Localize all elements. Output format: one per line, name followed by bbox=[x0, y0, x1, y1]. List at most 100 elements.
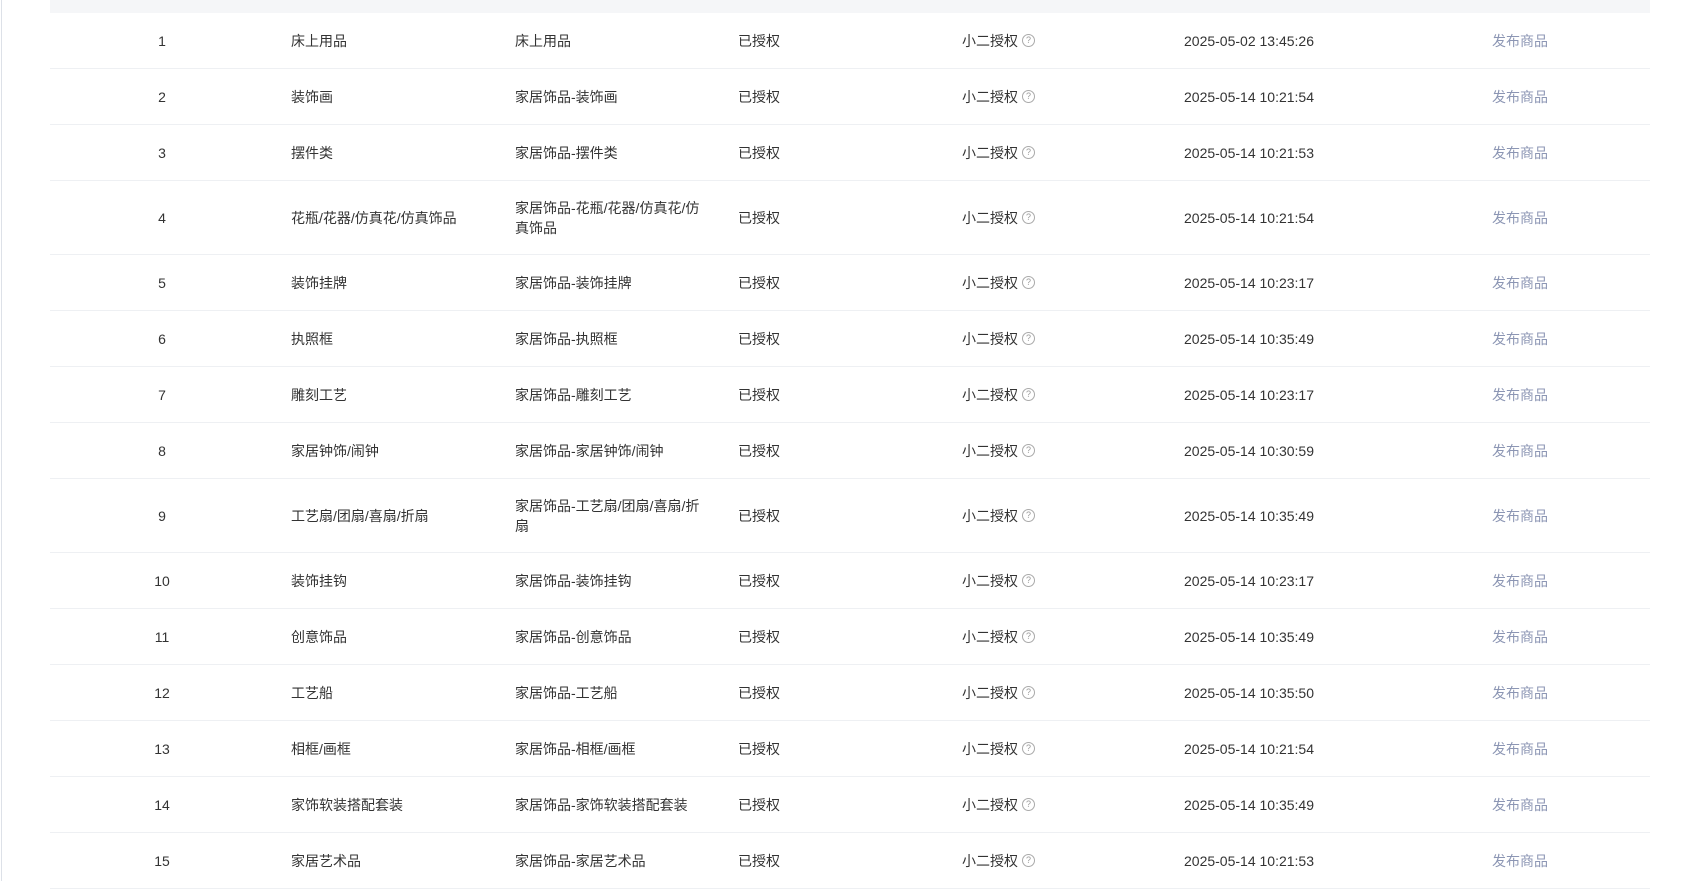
row-index: 4 bbox=[158, 209, 166, 226]
table-row: 6 执照框 家居饰品-执照框 已授权 小二授权? 2025-05-14 10:3… bbox=[50, 311, 1650, 367]
auth-status: 已授权 bbox=[738, 330, 780, 347]
row-index: 12 bbox=[154, 684, 170, 701]
table-row: 4 花瓶/花器/仿真花/仿真饰品 家居饰品-花瓶/花器/仿真花/仿真饰品 已授权… bbox=[50, 181, 1650, 255]
question-circle-icon[interactable]: ? bbox=[1022, 630, 1035, 643]
category-name: 家居钟饰/闹钟 bbox=[291, 442, 379, 459]
category-path: 家居饰品-装饰挂牌 bbox=[515, 274, 632, 291]
category-name: 床上用品 bbox=[291, 32, 347, 49]
left-border bbox=[1, 0, 2, 881]
category-name: 家居艺术品 bbox=[291, 852, 361, 869]
auth-time: 2025-05-14 10:35:49 bbox=[1184, 507, 1314, 524]
category-name: 装饰挂牌 bbox=[291, 274, 347, 291]
auth-status: 已授权 bbox=[738, 852, 780, 869]
publish-product-link[interactable]: 发布商品 bbox=[1492, 274, 1548, 291]
question-circle-icon[interactable]: ? bbox=[1022, 34, 1035, 47]
publish-product-link[interactable]: 发布商品 bbox=[1492, 209, 1548, 226]
publish-product-link[interactable]: 发布商品 bbox=[1492, 442, 1548, 459]
publish-product-link[interactable]: 发布商品 bbox=[1492, 852, 1548, 869]
question-circle-icon[interactable]: ? bbox=[1022, 90, 1035, 103]
publish-product-link[interactable]: 发布商品 bbox=[1492, 330, 1548, 347]
publish-product-link[interactable]: 发布商品 bbox=[1492, 32, 1548, 49]
auth-type-label: 小二授权 bbox=[962, 330, 1018, 347]
auth-status: 已授权 bbox=[738, 507, 780, 524]
category-path: 家居饰品-工艺扇/团扇/喜扇/折扇 bbox=[515, 497, 700, 534]
auth-status: 已授权 bbox=[738, 684, 780, 701]
category-name: 雕刻工艺 bbox=[291, 386, 347, 403]
auth-time: 2025-05-14 10:23:17 bbox=[1184, 386, 1314, 403]
auth-time: 2025-05-14 10:21:54 bbox=[1184, 88, 1314, 105]
question-circle-icon[interactable]: ? bbox=[1022, 276, 1035, 289]
question-circle-icon[interactable]: ? bbox=[1022, 211, 1035, 224]
category-name: 花瓶/花器/仿真花/仿真饰品 bbox=[291, 209, 457, 226]
publish-product-link[interactable]: 发布商品 bbox=[1492, 684, 1548, 701]
question-circle-icon[interactable]: ? bbox=[1022, 146, 1035, 159]
auth-type-label: 小二授权 bbox=[962, 209, 1018, 226]
table-row: 9 工艺扇/团扇/喜扇/折扇 家居饰品-工艺扇/团扇/喜扇/折扇 已授权 小二授… bbox=[50, 479, 1650, 553]
row-index: 2 bbox=[158, 88, 166, 105]
auth-type-label: 小二授权 bbox=[962, 386, 1018, 403]
auth-time: 2025-05-02 13:45:26 bbox=[1184, 32, 1314, 49]
question-circle-icon[interactable]: ? bbox=[1022, 798, 1035, 811]
publish-product-link[interactable]: 发布商品 bbox=[1492, 386, 1548, 403]
auth-type-label: 小二授权 bbox=[962, 796, 1018, 813]
question-circle-icon[interactable]: ? bbox=[1022, 742, 1035, 755]
question-circle-icon[interactable]: ? bbox=[1022, 444, 1035, 457]
publish-product-link[interactable]: 发布商品 bbox=[1492, 507, 1548, 524]
auth-time: 2025-05-14 10:35:49 bbox=[1184, 628, 1314, 645]
question-circle-icon[interactable]: ? bbox=[1022, 686, 1035, 699]
row-index: 13 bbox=[154, 740, 170, 757]
auth-type: 小二授权? bbox=[962, 506, 1035, 526]
table-row: 10 装饰挂钩 家居饰品-装饰挂钩 已授权 小二授权? 2025-05-14 1… bbox=[50, 553, 1650, 609]
auth-type: 小二授权? bbox=[962, 571, 1035, 591]
category-name: 工艺船 bbox=[291, 684, 333, 701]
question-circle-icon[interactable]: ? bbox=[1022, 332, 1035, 345]
auth-type: 小二授权? bbox=[962, 851, 1035, 871]
auth-type: 小二授权? bbox=[962, 795, 1035, 815]
authorization-table: 1 床上用品 床上用品 已授权 小二授权? 2025-05-02 13:45:2… bbox=[50, 0, 1650, 889]
auth-time: 2025-05-14 10:21:54 bbox=[1184, 740, 1314, 757]
auth-type: 小二授权? bbox=[962, 329, 1035, 349]
auth-time: 2025-05-14 10:35:49 bbox=[1184, 330, 1314, 347]
auth-status: 已授权 bbox=[738, 628, 780, 645]
category-path: 家居饰品-工艺船 bbox=[515, 684, 618, 701]
publish-product-link[interactable]: 发布商品 bbox=[1492, 572, 1548, 589]
auth-type: 小二授权? bbox=[962, 627, 1035, 647]
auth-type-label: 小二授权 bbox=[962, 852, 1018, 869]
auth-status: 已授权 bbox=[738, 32, 780, 49]
auth-status: 已授权 bbox=[738, 274, 780, 291]
row-index: 5 bbox=[158, 274, 166, 291]
publish-product-link[interactable]: 发布商品 bbox=[1492, 144, 1548, 161]
auth-status: 已授权 bbox=[738, 740, 780, 757]
auth-type-label: 小二授权 bbox=[962, 628, 1018, 645]
table-row: 12 工艺船 家居饰品-工艺船 已授权 小二授权? 2025-05-14 10:… bbox=[50, 665, 1650, 721]
publish-product-link[interactable]: 发布商品 bbox=[1492, 88, 1548, 105]
auth-type-label: 小二授权 bbox=[962, 32, 1018, 49]
auth-type-label: 小二授权 bbox=[962, 507, 1018, 524]
auth-type-label: 小二授权 bbox=[962, 572, 1018, 589]
table-row: 13 相框/画框 家居饰品-相框/画框 已授权 小二授权? 2025-05-14… bbox=[50, 721, 1650, 777]
category-path: 家居饰品-家居钟饰/闹钟 bbox=[515, 442, 664, 459]
table-row: 5 装饰挂牌 家居饰品-装饰挂牌 已授权 小二授权? 2025-05-14 10… bbox=[50, 255, 1650, 311]
row-index: 9 bbox=[158, 507, 166, 524]
table-row: 14 家饰软装搭配套装 家居饰品-家饰软装搭配套装 已授权 小二授权? 2025… bbox=[50, 777, 1650, 833]
table-row: 2 装饰画 家居饰品-装饰画 已授权 小二授权? 2025-05-14 10:2… bbox=[50, 69, 1650, 125]
question-circle-icon[interactable]: ? bbox=[1022, 388, 1035, 401]
category-name: 家饰软装搭配套装 bbox=[291, 796, 403, 813]
row-index: 6 bbox=[158, 330, 166, 347]
auth-type-label: 小二授权 bbox=[962, 684, 1018, 701]
publish-product-link[interactable]: 发布商品 bbox=[1492, 628, 1548, 645]
table-body: 1 床上用品 床上用品 已授权 小二授权? 2025-05-02 13:45:2… bbox=[50, 13, 1650, 889]
publish-product-link[interactable]: 发布商品 bbox=[1492, 740, 1548, 757]
auth-status: 已授权 bbox=[738, 796, 780, 813]
auth-time: 2025-05-14 10:35:50 bbox=[1184, 684, 1314, 701]
table-row: 11 创意饰品 家居饰品-创意饰品 已授权 小二授权? 2025-05-14 1… bbox=[50, 609, 1650, 665]
publish-product-link[interactable]: 发布商品 bbox=[1492, 796, 1548, 813]
question-circle-icon[interactable]: ? bbox=[1022, 509, 1035, 522]
auth-status: 已授权 bbox=[738, 442, 780, 459]
question-circle-icon[interactable]: ? bbox=[1022, 574, 1035, 587]
auth-time: 2025-05-14 10:23:17 bbox=[1184, 274, 1314, 291]
category-path: 家居饰品-装饰画 bbox=[515, 88, 618, 105]
category-name: 装饰挂钩 bbox=[291, 572, 347, 589]
question-circle-icon[interactable]: ? bbox=[1022, 854, 1035, 867]
auth-time: 2025-05-14 10:23:17 bbox=[1184, 572, 1314, 589]
